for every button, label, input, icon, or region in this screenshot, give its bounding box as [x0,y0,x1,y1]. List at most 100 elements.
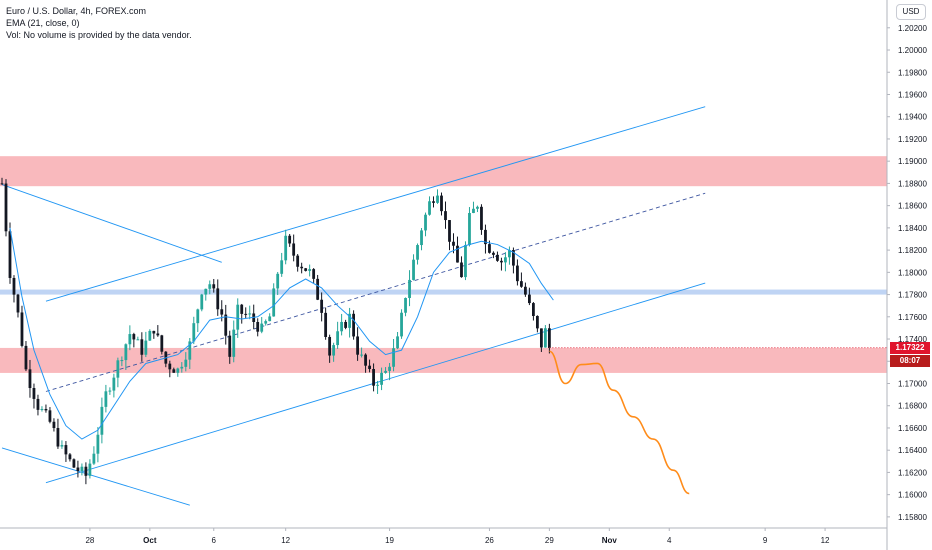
candle-body [340,321,344,332]
time-tick-label: 4 [667,536,672,545]
candle-body [412,259,415,280]
candle-body [20,312,24,346]
candle-body [452,241,455,246]
candle-body [304,268,308,271]
candle-body [432,201,435,203]
candle-body [520,281,523,287]
candle-body [256,321,260,332]
candle-body [196,309,200,324]
candle-body [216,288,220,310]
price-tick-label: 1.18000 [898,268,927,277]
candle-body [528,294,531,304]
candle-body [60,445,64,447]
price-tick-label: 1.19600 [898,90,927,99]
countdown-tag: 08:07 [890,354,930,367]
ema-layer [9,227,554,440]
price-tick-label: 1.18200 [898,246,927,255]
candle-body [336,331,340,346]
candle-body [4,183,8,232]
candle-body [448,220,451,242]
candle-body [332,345,336,356]
candle-body [264,321,268,324]
price-tick-label: 1.17000 [898,379,927,388]
candle-body [168,363,172,370]
candle-body [124,344,128,361]
candle-body [128,334,132,345]
candle-body [192,323,196,342]
candle-body [132,334,136,340]
candle-body [188,341,192,360]
candle-body [40,408,44,410]
candle-body [416,245,419,260]
price-tick-label: 1.17400 [898,335,927,344]
price-tick-label: 1.17800 [898,291,927,300]
candle-body [0,183,4,185]
time-tick-label: 19 [385,536,394,545]
candle-body [328,336,332,356]
candle-body [440,195,443,212]
time-tick-label: 12 [281,536,290,545]
candle-body [44,408,48,411]
candle-body [268,316,272,322]
candle-body [508,250,511,258]
candle-body [420,230,423,246]
trendline-falling-top [1,184,222,263]
candle-body [232,329,236,357]
time-tick-label: 12 [821,536,830,545]
candle-body [516,265,519,282]
candle-body [184,359,188,367]
candle-body [152,330,156,334]
zone-supply [0,156,887,187]
price-tick-label: 1.16200 [898,468,927,477]
candle-body [200,294,204,310]
candle-body [356,336,359,355]
candle-body [284,235,288,261]
projection-path [549,350,690,495]
candle-body [492,252,495,255]
price-tick-label: 1.19000 [898,157,927,166]
candle-body [384,370,387,373]
candles-layer [0,177,551,485]
candle-body [547,328,551,348]
time-tick-label: 28 [85,536,94,545]
candle-body [108,390,112,392]
last-price-tag: 1.17322 [890,341,930,354]
candle-body [248,313,252,315]
price-tick-label: 1.19800 [898,68,927,77]
price-tick-label: 1.16400 [898,446,927,455]
candle-body [272,288,276,317]
projection-layer [549,350,690,495]
candle-body [76,467,80,471]
candle-body [288,235,292,244]
candle-body [244,313,248,315]
candle-body [428,201,431,215]
price-axis-bg [887,0,932,550]
candle-body [12,277,16,295]
candle-body [144,340,148,355]
candle-body [36,398,40,410]
trendline-lower-channel [45,282,706,484]
candle-body [380,372,383,385]
candle-body [364,354,367,366]
candle-body [460,262,463,278]
candle-body [436,195,439,203]
time-tick-label: 26 [485,536,494,545]
candle-body [228,335,232,357]
candle-body [316,278,320,300]
candle-body [68,454,72,460]
candle-body [24,345,28,370]
candle-body [72,459,76,468]
candle-body [64,445,68,455]
candle-body [116,360,120,378]
candle-body [220,309,224,315]
candle-body [180,366,184,369]
candle-body [352,313,355,337]
candle-body [140,339,144,355]
currency-button[interactable]: USD [896,4,926,20]
price-tick-label: 1.16000 [898,491,927,500]
price-tick-label: 1.17600 [898,313,927,322]
price-tick-label: 1.18600 [898,202,927,211]
candle-body [240,304,244,314]
trendline-falling-bottom [1,447,190,506]
